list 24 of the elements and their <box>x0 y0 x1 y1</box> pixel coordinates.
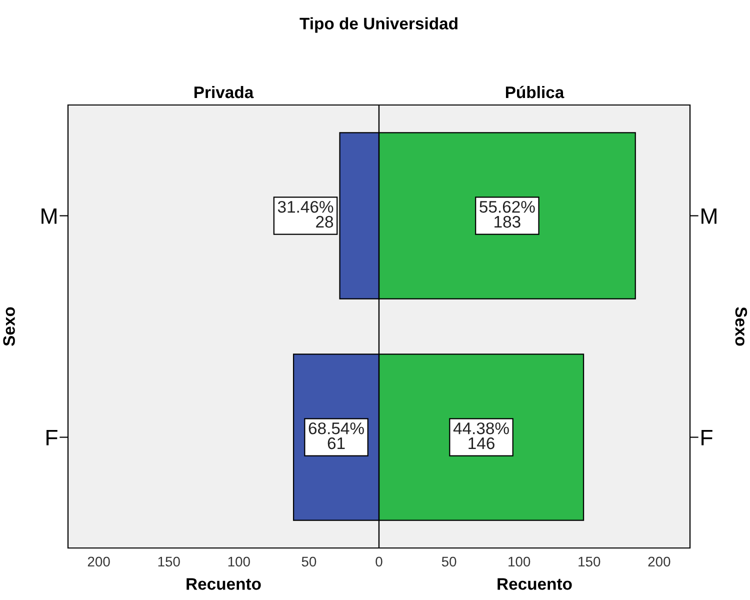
x-tick-label: 200 <box>648 556 670 567</box>
x-tick-label: 100 <box>228 556 250 567</box>
y-axis-title: Sexo <box>3 307 15 346</box>
y-tick-label: F <box>702 430 712 446</box>
text: Tipo de Universidad <box>300 17 458 33</box>
data-label: 55.62% 183 <box>480 200 535 228</box>
chart-title: Pública <box>506 86 564 98</box>
x-tick-label: 50 <box>442 556 456 567</box>
x-tick-label: 150 <box>578 556 600 567</box>
x-tick-label: 50 <box>302 556 316 567</box>
data-label: 68.54% 61 <box>308 422 364 450</box>
x-tick-label: 100 <box>508 556 530 567</box>
y-tick-label: F <box>46 430 58 446</box>
data-label: 31.46% 28 <box>278 200 334 228</box>
y-tick-label: M <box>702 208 716 224</box>
x-tick-label: 0 <box>376 556 382 567</box>
y2-axis-title: Sexo <box>735 307 748 346</box>
x-axis-title: Recuento <box>498 578 572 590</box>
x-axis-title: Recuento <box>186 578 261 590</box>
y-tick-label: M <box>42 208 56 224</box>
chart-title: Privada <box>194 86 254 98</box>
x-tick-label: 150 <box>158 556 180 567</box>
data-label: 44.38% 146 <box>453 422 509 450</box>
x-tick-label: 200 <box>88 556 110 567</box>
